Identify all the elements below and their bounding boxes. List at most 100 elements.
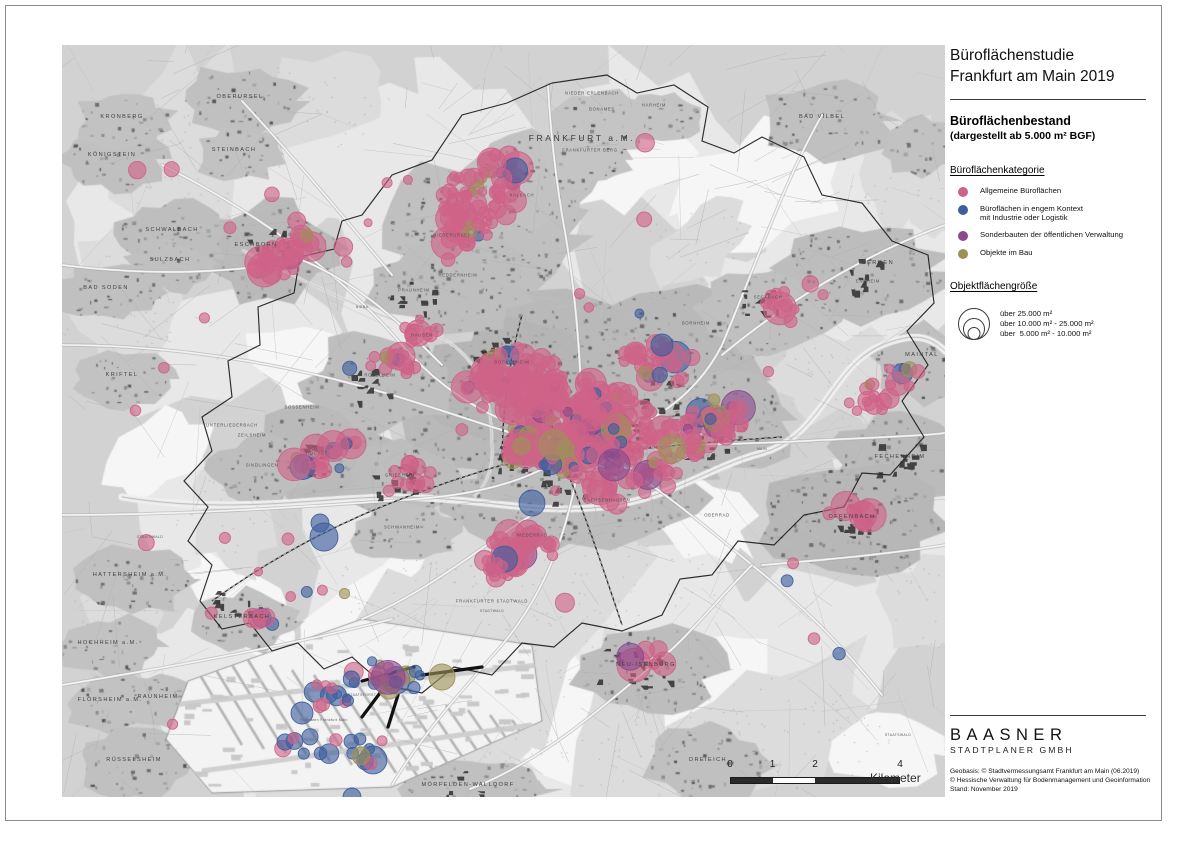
office-bubble[interactable] [636, 211, 653, 228]
office-bubble[interactable] [688, 432, 702, 445]
office-bubble[interactable] [351, 746, 371, 766]
office-bubble[interactable] [460, 381, 473, 394]
office-bubble[interactable] [634, 308, 645, 319]
office-bubble[interactable] [675, 371, 689, 386]
office-bubble[interactable] [641, 403, 655, 418]
office-bubble[interactable] [264, 186, 280, 203]
office-bubble[interactable] [313, 746, 328, 761]
office-bubble[interactable] [625, 471, 643, 490]
office-bubble[interactable] [129, 404, 142, 417]
office-bubble[interactable] [334, 463, 345, 474]
office-bubble[interactable] [341, 694, 354, 707]
office-bubble[interactable] [317, 430, 350, 462]
office-bubble[interactable] [568, 465, 588, 484]
office-bubble[interactable] [686, 405, 700, 419]
office-bubble[interactable] [670, 466, 683, 480]
office-bubble[interactable] [404, 327, 419, 342]
office-bubble[interactable] [316, 584, 328, 596]
office-bubble[interactable] [884, 371, 910, 397]
office-bubble[interactable] [638, 366, 652, 380]
office-bubble[interactable] [607, 423, 620, 435]
office-bubble[interactable] [616, 642, 645, 671]
office-bubble[interactable] [158, 361, 170, 374]
office-bubble[interactable] [408, 664, 423, 679]
office-bubble[interactable] [778, 298, 794, 313]
legend-category-item-3[interactable]: Objekte im Bau [950, 248, 1162, 259]
office-bubble[interactable] [780, 574, 794, 588]
office-bubble[interactable] [423, 466, 437, 480]
office-bubble[interactable] [326, 682, 338, 694]
office-bubble[interactable] [338, 588, 351, 600]
office-bubble[interactable] [276, 237, 286, 247]
office-bubble[interactable] [538, 429, 570, 461]
office-bubble[interactable] [541, 412, 556, 426]
office-bubble[interactable] [470, 376, 485, 390]
office-bubble[interactable] [388, 465, 401, 478]
office-bubble[interactable] [625, 343, 647, 365]
office-bubble[interactable] [762, 365, 775, 378]
office-bubble[interactable] [550, 485, 561, 496]
office-bubble[interactable] [657, 434, 687, 464]
office-bubble[interactable] [554, 592, 575, 613]
office-bubble[interactable] [281, 532, 295, 546]
office-bubble[interactable] [649, 640, 668, 659]
office-bubble[interactable] [495, 204, 517, 226]
office-bubble[interactable] [857, 390, 879, 412]
office-bubble[interactable] [733, 404, 744, 414]
office-bubble[interactable] [128, 160, 147, 180]
office-bubble[interactable] [584, 418, 598, 432]
office-bubble[interactable] [315, 461, 333, 479]
office-bubble[interactable] [301, 728, 319, 746]
office-bubble[interactable] [511, 392, 524, 405]
office-bubble[interactable] [606, 493, 628, 515]
office-bubble[interactable] [865, 377, 880, 392]
office-bubble[interactable] [518, 489, 546, 517]
office-bubble[interactable] [198, 312, 210, 324]
legend-category-item-1[interactable]: Büroflächen in engem Kontext mit Industri… [950, 204, 1162, 223]
office-bubble[interactable] [137, 534, 155, 552]
office-bubble[interactable] [474, 550, 496, 572]
office-bubble[interactable] [491, 167, 513, 190]
office-bubble[interactable] [455, 423, 469, 437]
office-bubble[interactable] [719, 409, 737, 427]
office-bubble[interactable] [429, 322, 444, 338]
office-bubble[interactable] [589, 434, 602, 447]
office-bubble[interactable] [854, 513, 874, 532]
office-bubble[interactable] [454, 207, 467, 220]
office-bubble[interactable] [300, 585, 313, 598]
map-panel[interactable]: FRANKFURT a.M. FRANKFURTER BERG KÖNIGSTEIN… [62, 45, 945, 797]
office-bubble[interactable] [290, 701, 314, 725]
office-bubble[interactable] [807, 632, 821, 645]
office-bubble[interactable] [163, 161, 180, 178]
office-bubble[interactable] [707, 393, 721, 407]
office-bubble[interactable] [316, 697, 330, 712]
office-bubble[interactable] [787, 557, 800, 570]
office-bubble[interactable] [832, 647, 846, 661]
office-bubble[interactable] [651, 356, 662, 368]
office-bubble[interactable] [428, 663, 456, 691]
office-bubble[interactable] [471, 217, 485, 232]
office-bubble[interactable] [399, 478, 413, 492]
office-bubble[interactable] [683, 348, 701, 367]
office-bubble[interactable] [783, 314, 798, 329]
office-bubble[interactable] [459, 168, 478, 187]
office-bubble[interactable] [477, 186, 488, 197]
office-bubble[interactable] [287, 732, 300, 745]
office-bubble[interactable] [624, 445, 637, 458]
legend-category-item-0[interactable]: Allgemeine Büroflächen [950, 186, 1162, 197]
office-bubble[interactable] [851, 405, 863, 417]
office-bubble[interactable] [884, 363, 895, 374]
office-bubble[interactable] [582, 386, 596, 400]
office-bubble[interactable] [223, 221, 237, 235]
office-bubble[interactable] [635, 132, 655, 153]
office-bubble[interactable] [704, 412, 717, 425]
office-bubble[interactable] [876, 403, 888, 416]
office-bubble[interactable] [299, 228, 314, 243]
office-bubble[interactable] [297, 747, 310, 760]
office-bubbles-layer[interactable] [62, 45, 945, 797]
office-bubble[interactable] [618, 355, 631, 367]
office-bubble[interactable] [668, 358, 682, 372]
office-bubble[interactable] [530, 528, 544, 543]
office-bubble[interactable] [285, 591, 297, 602]
office-bubble[interactable] [716, 426, 736, 446]
